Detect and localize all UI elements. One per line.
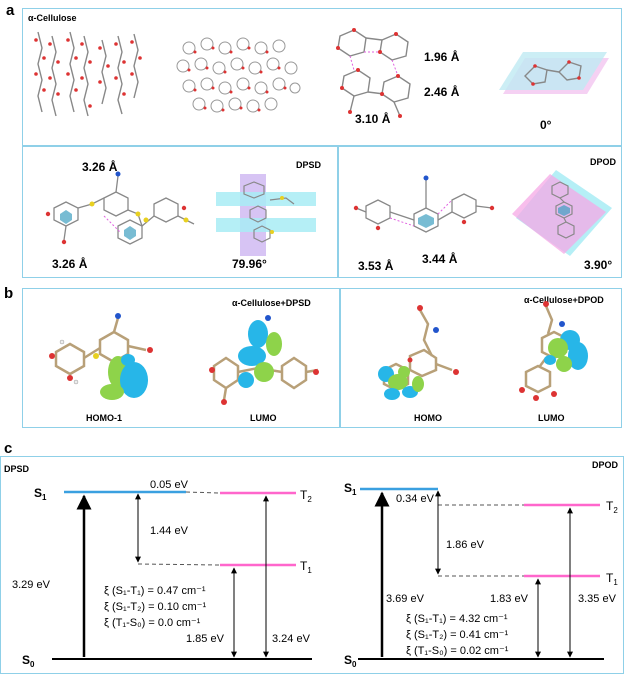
cellulose-measure-3: 3.10 Å (355, 112, 391, 126)
dpsd-diagram-title: DPSD (4, 464, 30, 474)
panel-b-left-box (22, 288, 340, 428)
cellulose-network-figure (176, 37, 301, 113)
panel-b-label: b (4, 285, 14, 302)
dpod-s0-t1-value: 1.83 eV (490, 593, 529, 605)
dpod-t1-label: T1 (606, 571, 618, 587)
dpod-s1-label: S1 (344, 481, 357, 497)
dpsd-xi-1: ξ (S₁-T₁) = 0.47 cm⁻¹ (104, 585, 206, 597)
dpsd-title: DPSD (296, 160, 322, 170)
dpsd-xi-3: ξ (T₁-S₀) = 0.0 cm⁻¹ (104, 617, 201, 629)
dpod-angle: 3.90° (584, 258, 613, 272)
dpod-plane-figure (512, 170, 612, 256)
dpsd-gap-s1-t2: 0.05 eV (150, 479, 189, 491)
homo-orbital-figure (378, 305, 459, 400)
energy-diagram: DPSD S1 T2 0.05 eV T1 1.44 eV S0 3.29 eV… (4, 460, 619, 669)
dpod-molecule-figure (353, 175, 495, 233)
dpsd-measure-1: 3.26 Å (82, 160, 118, 174)
panel-c-label: c (4, 440, 13, 457)
cellulose-measure-1: 1.96 Å (424, 50, 460, 64)
dpsd-t1-dash (137, 563, 221, 566)
dpod-xi-1: ξ (S₁-T₁) = 4.32 cm⁻¹ (406, 613, 508, 625)
lumo-dpsd-caption: LUMO (250, 413, 277, 423)
cellulose-measure-2: 2.46 Å (424, 85, 460, 99)
dpsd-gap-s1-t1: 1.44 eV (150, 525, 189, 537)
dpsd-t1-label: T1 (300, 559, 312, 575)
cellulose-hbond-figure (336, 28, 411, 118)
homo-caption: HOMO (414, 413, 442, 423)
dpod-t2-label: T2 (606, 499, 618, 515)
dpod-gap-s1-t1: 1.86 eV (446, 539, 485, 551)
dpsd-t2-label: T2 (300, 488, 312, 504)
dpod-gap-s1-t2: 0.34 eV (396, 493, 435, 505)
dpod-s0-label: S0 (344, 653, 357, 669)
dpod-xi-2: ξ (S₁-T₂) = 0.41 cm⁻¹ (406, 629, 508, 641)
panel-b-left-title: α-Cellulose+DPSD (232, 298, 311, 308)
dpod-title: DPOD (590, 157, 617, 167)
dpod-s0-t2-value: 3.35 eV (578, 593, 617, 605)
panel-a-label: a (6, 2, 15, 19)
cellulose-plane-figure (499, 52, 609, 94)
alpha-cellulose-title: α-Cellulose (28, 13, 77, 23)
lumo-dpod-orbital-figure (519, 301, 588, 401)
lumo-dpod-caption: LUMO (538, 413, 565, 423)
dpsd-s1-t2-dash (185, 491, 221, 494)
dpsd-s0-label: S0 (22, 653, 35, 669)
dpsd-s1-label: S1 (34, 486, 47, 502)
dpsd-xi-2: ξ (S₁-T₂) = 0.10 cm⁻¹ (104, 601, 206, 613)
dpsd-plane-figure (216, 174, 316, 256)
dpod-diagram-title: DPOD (592, 460, 619, 470)
dpod-measure-1: 3.53 Å (358, 259, 394, 273)
panel-c-box (0, 456, 624, 674)
panel-b-right-box (340, 288, 622, 428)
dpod-measure-2: 3.44 Å (422, 252, 458, 266)
cellulose-angle: 0° (540, 118, 552, 132)
dpsd-measure-2: 3.26 Å (52, 257, 88, 271)
panel-a-top-box (22, 8, 622, 146)
dpsd-angle: 79.96° (232, 257, 267, 271)
dpsd-molecule-figure (45, 171, 195, 245)
lumo-dpsd-orbital-figure (209, 315, 319, 405)
homo-1-orbital-figure (49, 313, 153, 400)
dpsd-s0-t2-value: 3.24 eV (272, 633, 311, 645)
panel-b-right-title: α-Cellulose+DPOD (524, 295, 604, 305)
homo-1-caption: HOMO-1 (86, 413, 122, 423)
dpsd-s0-t1-value: 1.85 eV (186, 633, 225, 645)
cellulose-chains-figure (34, 31, 142, 117)
dpod-s0-s1-value: 3.69 eV (386, 593, 425, 605)
dpsd-s0-s1-value: 3.29 eV (12, 579, 51, 591)
panel-a-dpsd-box (22, 146, 338, 278)
panel-a-dpod-box (338, 146, 622, 278)
dpod-xi-3: ξ (T₁-S₀) = 0.02 cm⁻¹ (406, 645, 509, 657)
